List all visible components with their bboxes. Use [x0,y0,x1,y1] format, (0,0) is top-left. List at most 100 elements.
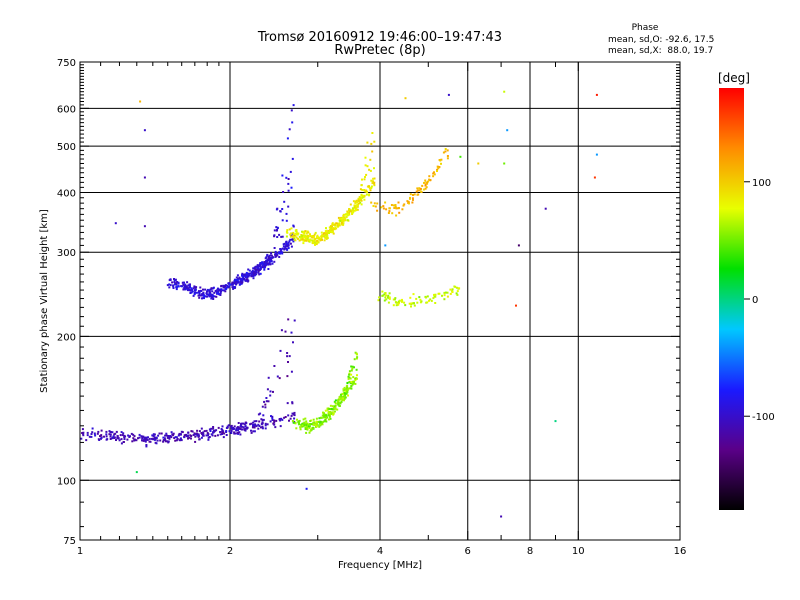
data-point [447,93,450,96]
data-point [332,223,335,226]
data-point [297,420,300,423]
data-point [179,437,182,440]
data-point [280,235,283,238]
data-point [281,235,284,238]
data-point [351,207,354,210]
data-point [355,199,358,202]
data-point [247,273,250,276]
data-point [343,216,346,219]
data-point [260,266,262,269]
data-point [342,213,345,216]
data-point [304,426,307,429]
data-point [93,432,96,435]
data-point [216,288,219,291]
data-point [258,265,260,268]
data-point [443,291,446,294]
data-point [175,288,178,291]
data-point [353,206,356,209]
data-point [302,231,305,234]
data-point [235,428,238,431]
data-point [305,239,308,242]
data-point [109,435,112,438]
data-point [292,104,295,107]
data-point [418,296,421,299]
data-point [348,208,351,210]
data-point [350,365,353,368]
data-point [343,397,346,400]
data-point [343,392,346,394]
data-point [253,274,256,277]
data-point [260,418,263,421]
data-point [273,419,276,422]
data-point [313,422,316,424]
data-point [337,401,340,404]
data-point [264,406,267,409]
data-point [299,236,302,239]
data-point [240,281,243,284]
data-point [384,201,387,204]
data-point [233,431,236,434]
data-point [184,284,187,287]
data-point [278,256,281,258]
data-point [199,294,202,297]
data-point [436,165,439,168]
data-point [324,230,327,233]
data-point [246,278,248,281]
data-point [189,434,192,437]
data-point [323,414,326,417]
data-point [340,220,343,223]
data-point [404,304,407,307]
data-point [432,175,435,178]
data-point [358,202,360,205]
data-point [169,284,172,287]
data-point [233,425,236,428]
data-point [342,389,345,392]
data-point [175,436,178,439]
data-point [114,222,117,225]
data-point [242,422,244,425]
data-point [264,427,267,430]
data-point [397,302,400,305]
data-point [313,239,316,242]
data-point [308,431,311,434]
data-point [308,425,311,428]
data-point [169,435,172,437]
data-point [406,200,409,203]
data-point [172,432,175,435]
data-point [337,223,340,225]
data-point [135,471,138,474]
data-point [268,261,271,264]
data-point [346,390,349,393]
data-point [413,193,416,196]
data-point [444,150,447,153]
data-point [235,282,238,285]
data-point [289,233,292,236]
data-point [258,420,261,423]
data-point [271,256,274,259]
data-point [355,204,358,207]
data-point [449,288,452,291]
data-point [217,292,219,295]
data-point [316,241,319,244]
data-point [291,420,294,422]
data-point [261,425,264,428]
data-point [334,407,337,410]
data-point [179,433,182,436]
data-point [293,319,296,322]
data-point [164,440,167,443]
data-point [253,420,256,423]
data-point [255,420,258,423]
data-point [285,235,288,238]
data-point [269,420,272,423]
data-point [242,273,245,276]
data-point [328,226,331,229]
data-point [348,376,351,379]
data-point [422,188,425,191]
phase-annotation-x-mode: mean, sd,X: 88.0, 19.7 [608,46,713,56]
data-point [209,430,212,432]
data-point [252,430,255,433]
data-point [163,437,166,440]
data-point [229,425,232,428]
data-point [289,170,292,173]
data-point [162,440,165,443]
